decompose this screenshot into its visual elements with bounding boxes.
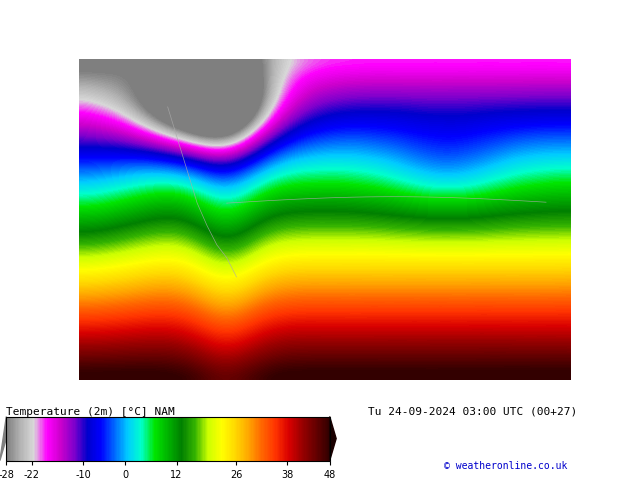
Polygon shape xyxy=(330,416,336,461)
Text: Tu 24-09-2024 03:00 UTC (00+27): Tu 24-09-2024 03:00 UTC (00+27) xyxy=(368,407,577,416)
Text: © weatheronline.co.uk: © weatheronline.co.uk xyxy=(444,461,567,470)
Polygon shape xyxy=(0,416,6,461)
Text: Temperature (2m) [°C] NAM: Temperature (2m) [°C] NAM xyxy=(6,407,175,416)
